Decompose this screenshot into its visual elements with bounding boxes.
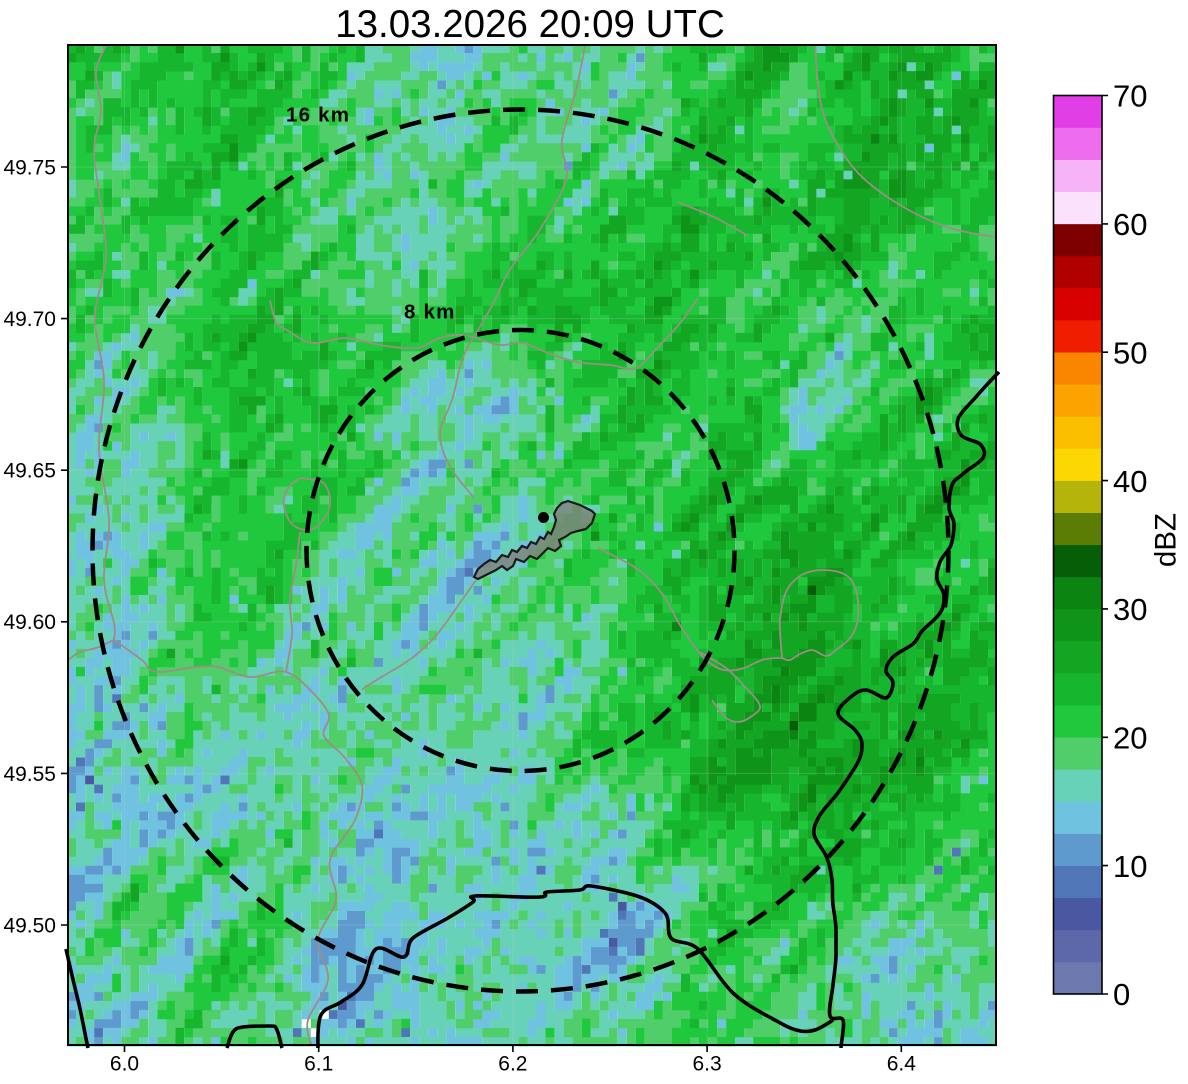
svg-text:40: 40 xyxy=(1113,464,1147,499)
svg-text:dBZ: dBZ xyxy=(1150,513,1183,567)
svg-text:16 km: 16 km xyxy=(286,104,350,127)
svg-text:10: 10 xyxy=(1113,849,1147,884)
svg-text:49.65: 49.65 xyxy=(3,460,56,483)
svg-text:60: 60 xyxy=(1113,207,1147,242)
svg-text:49.60: 49.60 xyxy=(3,611,56,634)
svg-text:20: 20 xyxy=(1113,720,1147,755)
svg-text:6.4: 6.4 xyxy=(887,1053,917,1076)
svg-text:49.75: 49.75 xyxy=(3,156,56,179)
svg-text:30: 30 xyxy=(1113,592,1147,627)
svg-text:49.55: 49.55 xyxy=(3,763,56,786)
svg-text:0: 0 xyxy=(1113,977,1130,1012)
svg-text:70: 70 xyxy=(1113,79,1147,114)
svg-text:6.0: 6.0 xyxy=(110,1053,139,1076)
svg-text:49.70: 49.70 xyxy=(3,308,56,331)
svg-text:6.2: 6.2 xyxy=(498,1053,527,1076)
svg-text:13.03.2026 20:09 UTC: 13.03.2026 20:09 UTC xyxy=(335,3,725,46)
svg-text:8 km: 8 km xyxy=(404,301,456,324)
svg-text:50: 50 xyxy=(1113,335,1147,370)
svg-text:6.1: 6.1 xyxy=(304,1053,333,1076)
svg-text:6.3: 6.3 xyxy=(692,1053,721,1076)
svg-text:49.50: 49.50 xyxy=(3,914,56,937)
